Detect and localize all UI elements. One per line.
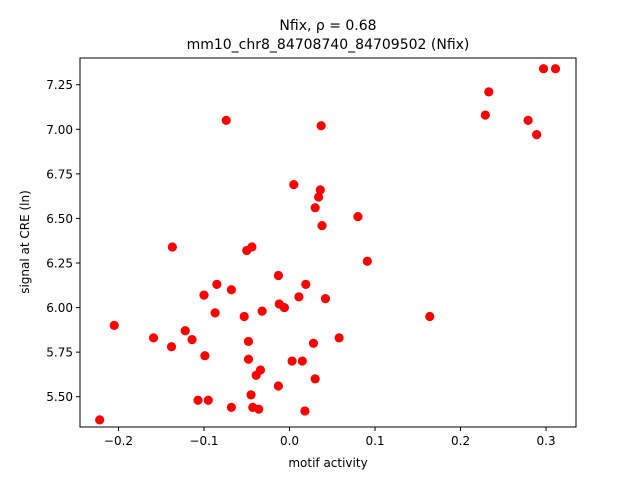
y-tick-label: 6.75 (46, 167, 73, 181)
data-point-6 (187, 335, 197, 345)
y-tick-label: 6.25 (46, 257, 73, 271)
data-point-20 (247, 242, 257, 252)
y-axis-label: signal at CRE (ln) (18, 190, 32, 294)
data-point-27 (273, 270, 283, 281)
y-tick-label: 7.00 (46, 123, 73, 137)
data-points (95, 64, 561, 425)
data-point-39 (310, 374, 320, 384)
chart-title-line2: mm10_chr8_84708740_84709502 (Nfix) (187, 37, 470, 53)
data-point-43 (317, 220, 327, 231)
data-point-21 (246, 390, 256, 400)
data-point-18 (243, 336, 254, 347)
y-tick-label: 6.00 (46, 301, 73, 315)
x-tick-label: −0.2 (104, 434, 133, 448)
data-point-7 (193, 395, 203, 405)
data-point-25 (255, 365, 266, 375)
data-point-32 (289, 179, 299, 190)
data-point-12 (212, 279, 222, 289)
data-point-34 (297, 356, 307, 366)
data-point-52 (532, 130, 542, 140)
data-point-8 (199, 290, 209, 300)
data-point-31 (287, 356, 297, 366)
data-point-3 (167, 242, 177, 252)
data-point-33 (294, 292, 304, 302)
data-point-0 (95, 415, 105, 425)
data-point-16 (239, 311, 249, 322)
data-point-19 (243, 354, 254, 364)
x-axis: −0.2 −0.1 0.0 0.1 0.2 0.3 (104, 427, 556, 448)
data-point-14 (226, 285, 236, 295)
data-point-47 (362, 256, 372, 266)
y-tick-label: 5.75 (46, 346, 73, 360)
plot-frame (79, 57, 577, 428)
y-tick-label: 7.25 (46, 78, 73, 92)
y-tick-label: 6.50 (46, 212, 73, 226)
x-tick-label: 0.3 (537, 434, 556, 448)
y-tick-label: 5.50 (46, 390, 73, 404)
x-tick-label: 0.1 (365, 434, 384, 448)
data-point-5 (180, 326, 190, 336)
data-point-53 (538, 64, 549, 74)
data-point-42 (316, 121, 326, 131)
data-point-40 (313, 192, 324, 202)
data-point-4 (166, 342, 177, 352)
data-point-51 (523, 115, 533, 125)
data-point-36 (301, 279, 311, 289)
data-point-37 (308, 338, 319, 348)
data-point-26 (257, 306, 267, 316)
data-point-10 (203, 395, 213, 405)
data-point-35 (300, 406, 310, 416)
data-point-11 (210, 308, 220, 318)
data-point-48 (425, 311, 435, 322)
data-point-1 (109, 320, 119, 330)
data-point-46 (353, 212, 363, 222)
data-point-54 (550, 64, 561, 74)
data-point-15 (226, 402, 236, 412)
data-point-38 (310, 203, 320, 213)
data-point-41 (315, 185, 325, 195)
data-point-13 (221, 115, 231, 125)
data-point-49 (480, 110, 490, 120)
data-point-9 (200, 351, 210, 361)
chart-title-line1: Nfix, ρ = 0.68 (279, 18, 376, 34)
y-axis: 5.50 5.75 6.00 6.25 6.50 6.75 7.00 7.25 (46, 78, 80, 404)
data-point-45 (334, 333, 344, 343)
x-tick-label: 0.2 (451, 434, 470, 448)
x-tick-label: −0.1 (189, 434, 218, 448)
data-point-44 (320, 294, 331, 304)
data-point-30 (279, 302, 289, 313)
x-tick-label: 0.0 (280, 434, 299, 448)
data-point-28 (273, 381, 283, 391)
data-point-24 (254, 404, 264, 414)
data-point-2 (148, 333, 159, 343)
data-point-50 (484, 87, 494, 97)
x-axis-label: motif activity (288, 456, 367, 470)
